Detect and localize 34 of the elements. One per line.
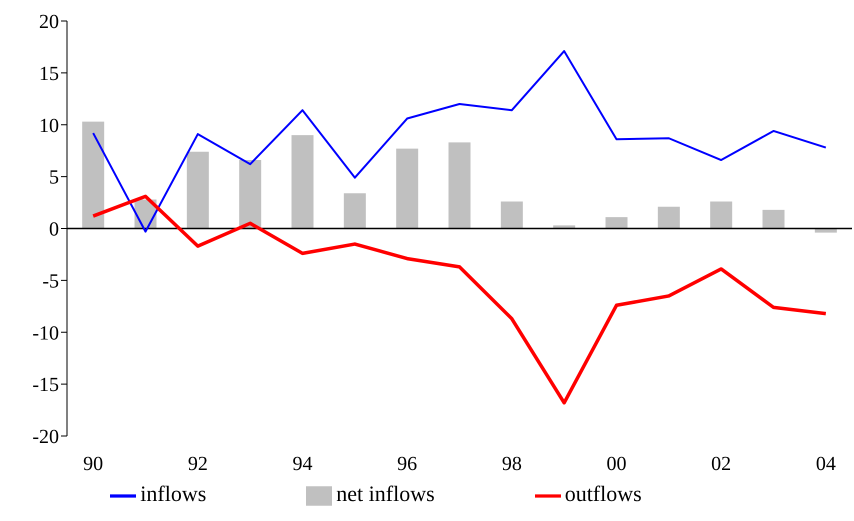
bar [186, 152, 209, 228]
x-tick-label: 94 [292, 453, 312, 476]
bar [710, 202, 732, 228]
y-tick-label: 20 [39, 11, 59, 34]
bar [292, 135, 314, 228]
legend-label: net inflows [336, 481, 435, 506]
bar [762, 210, 785, 228]
bar [396, 148, 418, 228]
y-tick-label: 5 [49, 166, 59, 189]
bar [500, 202, 523, 228]
y-tick-label: -10 [32, 322, 59, 344]
bar [658, 206, 680, 228]
y-tick-label: 15 [39, 62, 59, 85]
bar [239, 160, 262, 228]
y-tick-label: 10 [39, 114, 59, 137]
y-tick-label: -5 [42, 270, 59, 292]
x-tick-label: 92 [188, 453, 208, 476]
y-tick-label: -15 [32, 374, 59, 396]
line-series [91, 194, 828, 405]
x-tick-label: 98 [502, 453, 522, 476]
bar [448, 142, 471, 228]
y-tick-label: -20 [32, 426, 59, 448]
x-tick-label: 04 [816, 453, 836, 476]
bar [344, 193, 366, 228]
y-tick-label: 0 [49, 218, 59, 241]
line-series [92, 50, 827, 233]
x-tick-label: 96 [397, 453, 418, 476]
legend-label: outflows [564, 481, 642, 506]
legend-label: inflows [140, 481, 206, 506]
x-tick-label: 02 [711, 453, 732, 476]
x-tick-label: 00 [606, 453, 626, 476]
bar [606, 217, 628, 228]
x-tick-label: 90 [83, 453, 104, 476]
bar [82, 122, 104, 228]
